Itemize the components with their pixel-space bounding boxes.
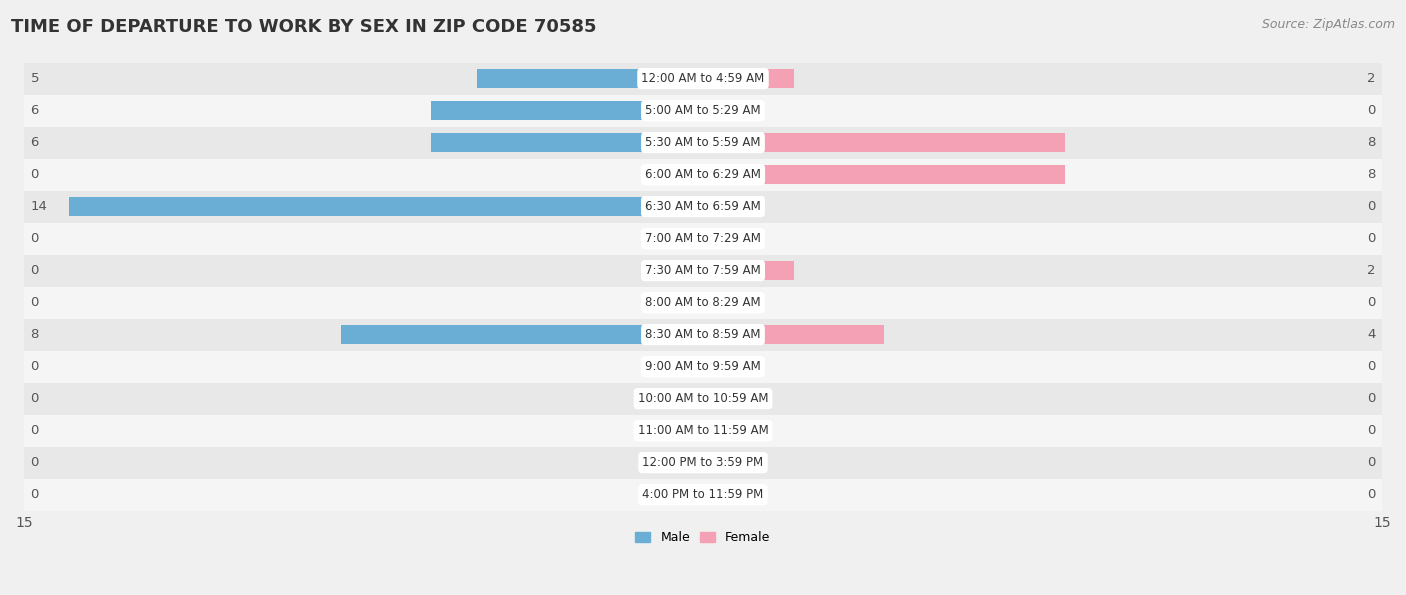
Bar [340,325,703,344]
Text: 4:00 PM to 11:59 PM: 4:00 PM to 11:59 PM [643,488,763,501]
Bar [24,479,1382,511]
Bar [24,127,1382,159]
Text: 0: 0 [1367,360,1375,373]
Text: 0: 0 [1367,296,1375,309]
Bar [477,70,703,88]
Text: 6: 6 [31,104,39,117]
Text: 12:00 AM to 4:59 AM: 12:00 AM to 4:59 AM [641,72,765,85]
Bar [24,159,1382,190]
Bar [24,319,1382,350]
Text: TIME OF DEPARTURE TO WORK BY SEX IN ZIP CODE 70585: TIME OF DEPARTURE TO WORK BY SEX IN ZIP … [11,18,596,36]
Legend: Male, Female: Male, Female [630,526,776,549]
Bar [703,70,793,88]
Bar [24,190,1382,223]
Text: 5: 5 [31,72,39,85]
Text: 0: 0 [31,264,39,277]
Text: 0: 0 [1367,232,1375,245]
Bar [703,165,1066,184]
Bar [24,447,1382,479]
Bar [24,223,1382,255]
Text: 0: 0 [31,456,39,469]
Text: Source: ZipAtlas.com: Source: ZipAtlas.com [1261,18,1395,31]
Text: 8:00 AM to 8:29 AM: 8:00 AM to 8:29 AM [645,296,761,309]
Text: 2: 2 [1367,72,1375,85]
Text: 4: 4 [1367,328,1375,341]
Bar [24,350,1382,383]
Bar [24,95,1382,127]
Bar [432,101,703,120]
Bar [24,287,1382,319]
Text: 8: 8 [31,328,39,341]
Text: 0: 0 [1367,456,1375,469]
Text: 8:30 AM to 8:59 AM: 8:30 AM to 8:59 AM [645,328,761,341]
Text: 6:00 AM to 6:29 AM: 6:00 AM to 6:29 AM [645,168,761,181]
Text: 0: 0 [31,168,39,181]
Text: 12:00 PM to 3:59 PM: 12:00 PM to 3:59 PM [643,456,763,469]
Text: 7:30 AM to 7:59 AM: 7:30 AM to 7:59 AM [645,264,761,277]
Bar [69,198,703,216]
Text: 7:00 AM to 7:29 AM: 7:00 AM to 7:29 AM [645,232,761,245]
Text: 0: 0 [31,232,39,245]
Text: 5:30 AM to 5:59 AM: 5:30 AM to 5:59 AM [645,136,761,149]
Text: 8: 8 [1367,136,1375,149]
Text: 0: 0 [31,360,39,373]
Text: 0: 0 [31,424,39,437]
Bar [432,133,703,152]
Text: 0: 0 [31,296,39,309]
Bar [24,383,1382,415]
Text: 0: 0 [1367,104,1375,117]
Bar [24,255,1382,287]
Bar [703,133,1066,152]
Text: 0: 0 [31,488,39,501]
Text: 6:30 AM to 6:59 AM: 6:30 AM to 6:59 AM [645,200,761,213]
Text: 5:00 AM to 5:29 AM: 5:00 AM to 5:29 AM [645,104,761,117]
Bar [703,325,884,344]
Text: 10:00 AM to 10:59 AM: 10:00 AM to 10:59 AM [638,392,768,405]
Text: 0: 0 [1367,200,1375,213]
Text: 0: 0 [1367,392,1375,405]
Text: 0: 0 [31,392,39,405]
Text: 2: 2 [1367,264,1375,277]
Bar [24,415,1382,447]
Text: 0: 0 [1367,424,1375,437]
Text: 11:00 AM to 11:59 AM: 11:00 AM to 11:59 AM [638,424,768,437]
Text: 9:00 AM to 9:59 AM: 9:00 AM to 9:59 AM [645,360,761,373]
Bar [703,261,793,280]
Text: 6: 6 [31,136,39,149]
Text: 8: 8 [1367,168,1375,181]
Bar [24,62,1382,95]
Text: 0: 0 [1367,488,1375,501]
Text: 14: 14 [31,200,48,213]
